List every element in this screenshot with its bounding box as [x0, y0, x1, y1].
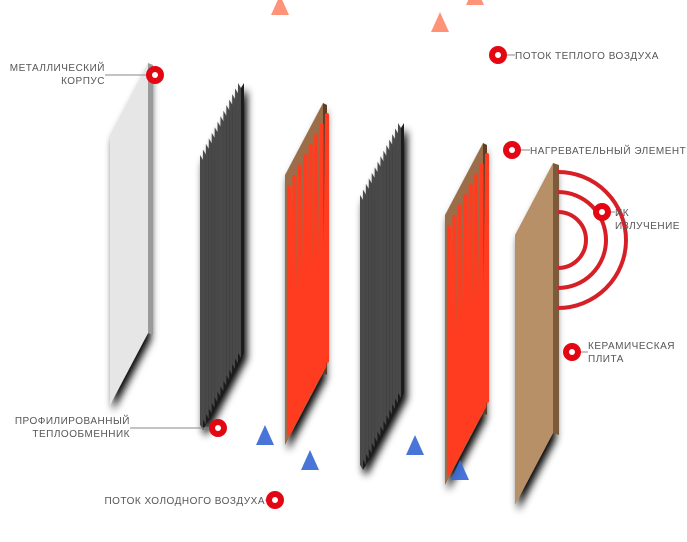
- label-metal-case: МЕТАЛЛИЧЕСКИЙ КОРПУС: [0, 62, 105, 88]
- label-ceramic-plate: КЕРАМИЧЕСКАЯ ПЛИТА: [588, 340, 687, 366]
- label-heat-exchanger: ПРОФИЛИРОВАННЫЙ ТЕПЛООБМЕННИК: [0, 415, 130, 441]
- label-warm-flow: ПОТОК ТЕПЛОГО ВОЗДУХА: [515, 50, 685, 63]
- label-heating-element: НАГРЕВАТЕЛЬНЫЙ ЭЛЕМЕНТ: [530, 145, 687, 158]
- label-cold-flow: ПОТОК ХОЛОДНОГО ВОЗДУХА: [75, 495, 265, 508]
- label-ir-radiation: ИК ИЗЛУЧЕНИЕ: [615, 207, 687, 233]
